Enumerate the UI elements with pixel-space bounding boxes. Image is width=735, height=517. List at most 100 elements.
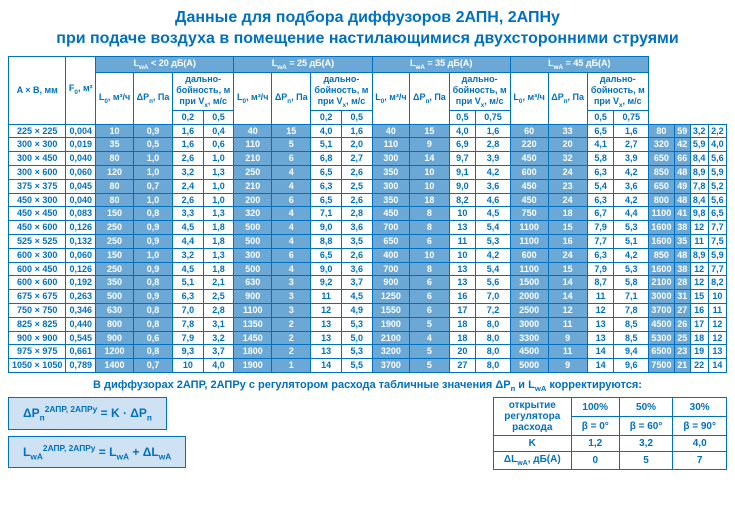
cell: 700 bbox=[372, 262, 410, 276]
cell: 4 bbox=[272, 179, 311, 193]
cell: 14 bbox=[410, 152, 449, 166]
cell: 11 bbox=[449, 235, 476, 249]
cell: 4,2 bbox=[614, 193, 648, 207]
cell: 80 bbox=[96, 152, 134, 166]
cell: 120 bbox=[96, 166, 134, 180]
table-row: 450 × 6000,1262500,94,51,850049,03,67008… bbox=[9, 221, 727, 235]
cell: 1,8 bbox=[203, 262, 234, 276]
cell: 6,3 bbox=[587, 166, 614, 180]
cell: 2,8 bbox=[341, 207, 372, 221]
cell: 3,9 bbox=[614, 152, 648, 166]
cell: 27 bbox=[449, 359, 476, 373]
cell: 5,6 bbox=[708, 193, 726, 207]
cell: 11 bbox=[587, 290, 614, 304]
cell: 4500 bbox=[510, 345, 548, 359]
cell: 1,6 bbox=[341, 124, 372, 138]
cell: 0,045 bbox=[66, 179, 96, 193]
table-row: 600 × 3000,0601501,03,21,330066,52,64001… bbox=[9, 248, 727, 262]
col-l0: L0, м³/ч bbox=[96, 72, 134, 124]
cell: 2,6 bbox=[173, 152, 204, 166]
table-row: 600 × 4500,1262500,94,51,850049,03,67008… bbox=[9, 262, 727, 276]
cell: 0,8 bbox=[133, 345, 172, 359]
cell: 900 bbox=[372, 276, 410, 290]
col-dp: ΔPп, Па bbox=[548, 72, 587, 124]
cell: 5,0 bbox=[341, 331, 372, 345]
cell: 3,6 bbox=[476, 179, 510, 193]
cell: 1,0 bbox=[133, 193, 172, 207]
cell: 17 bbox=[690, 317, 708, 331]
cell: 13 bbox=[449, 221, 476, 235]
cell: 7,8 bbox=[173, 317, 204, 331]
cell: 7,8 bbox=[690, 179, 708, 193]
cell: 12 bbox=[587, 304, 614, 318]
cell: 1100 bbox=[510, 221, 548, 235]
cell: 11 bbox=[311, 290, 342, 304]
cell: 35 bbox=[674, 235, 690, 249]
formulas: ΔPп2АПР, 2АПРу = K · ΔPп LwA2АПР, 2АПРу … bbox=[8, 397, 186, 474]
col-vx-b: 0,5 bbox=[341, 110, 372, 124]
table-row: 600 × 6000,1923500,85,12,163039,23,79006… bbox=[9, 276, 727, 290]
cell: 4,5 bbox=[173, 221, 204, 235]
cell: 200 bbox=[234, 193, 272, 207]
cell: 5 bbox=[272, 138, 311, 152]
cell: 3,2 bbox=[173, 248, 204, 262]
cell: 4,5 bbox=[341, 290, 372, 304]
cell: 6 bbox=[272, 152, 311, 166]
cell: 0,7 bbox=[133, 179, 172, 193]
table-row: 300 × 4500,040801,02,61,021066,82,730014… bbox=[9, 152, 727, 166]
cell: 5,3 bbox=[476, 235, 510, 249]
cell: 2,7 bbox=[341, 152, 372, 166]
cell: 250 bbox=[96, 221, 134, 235]
cell: 35 bbox=[96, 138, 134, 152]
col-dp: ΔPп, Па bbox=[133, 72, 172, 124]
col-vx-b: 0,75 bbox=[614, 110, 648, 124]
cell: 8,0 bbox=[476, 331, 510, 345]
cell: 14 bbox=[587, 359, 614, 373]
cell: 6,5 bbox=[587, 124, 614, 138]
col-dp: ΔPп, Па bbox=[272, 72, 311, 124]
cell: 650 bbox=[648, 152, 674, 166]
cell: 0,661 bbox=[66, 345, 96, 359]
cell: 7500 bbox=[648, 359, 674, 373]
main-table: A × B, ммF0, м²LwA < 20 дБ(A)LwA = 25 дБ… bbox=[8, 56, 727, 373]
cell: 8,9 bbox=[690, 248, 708, 262]
cell: 0,083 bbox=[66, 207, 96, 221]
footnote: В диффузорах 2АПР, 2АПРу с регулятором р… bbox=[8, 379, 727, 393]
table-row: 750 × 7500,3466300,87,02,811003124,91550… bbox=[9, 304, 727, 318]
cell: 110 bbox=[372, 138, 410, 152]
cell: 13 bbox=[708, 345, 726, 359]
cell: 4 bbox=[272, 235, 311, 249]
group-header: LwA < 20 дБ(A) bbox=[96, 56, 234, 72]
cell: 5,9 bbox=[690, 138, 708, 152]
cell: 15 bbox=[690, 290, 708, 304]
cell: 0,126 bbox=[66, 262, 96, 276]
cell: 0,060 bbox=[66, 248, 96, 262]
cell: 8,2 bbox=[708, 276, 726, 290]
table-row: 975 × 9750,66112000,89,33,718002135,3320… bbox=[9, 345, 727, 359]
cell: 13 bbox=[311, 317, 342, 331]
cell: 10 bbox=[410, 166, 449, 180]
cell: 0,060 bbox=[66, 166, 96, 180]
cell: 10 bbox=[708, 290, 726, 304]
cell: 18 bbox=[449, 317, 476, 331]
corr-pct: 30% bbox=[673, 398, 727, 417]
cell: 225 × 225 bbox=[9, 124, 66, 138]
cell: 1600 bbox=[648, 221, 674, 235]
cell: 4,0 bbox=[449, 124, 476, 138]
cell: 0,9 bbox=[133, 221, 172, 235]
cell: 4,6 bbox=[476, 193, 510, 207]
cell: 6,3 bbox=[311, 179, 342, 193]
cell: 300 bbox=[234, 248, 272, 262]
cell: 9,3 bbox=[173, 345, 204, 359]
cell: 6 bbox=[410, 235, 449, 249]
table-row: 900 × 9000,5459000,67,93,214502135,02100… bbox=[9, 331, 727, 345]
cell: 8 bbox=[410, 207, 449, 221]
cell: 1800 bbox=[234, 345, 272, 359]
cell: 18 bbox=[548, 207, 587, 221]
cell: 3,7 bbox=[341, 276, 372, 290]
correction-table: открытиерегуляторарасхода100%50%30%β = 0… bbox=[493, 397, 727, 470]
cell: 1450 bbox=[234, 331, 272, 345]
cell: 0,126 bbox=[66, 221, 96, 235]
cell: 0,440 bbox=[66, 317, 96, 331]
cell: 8,0 bbox=[476, 359, 510, 373]
